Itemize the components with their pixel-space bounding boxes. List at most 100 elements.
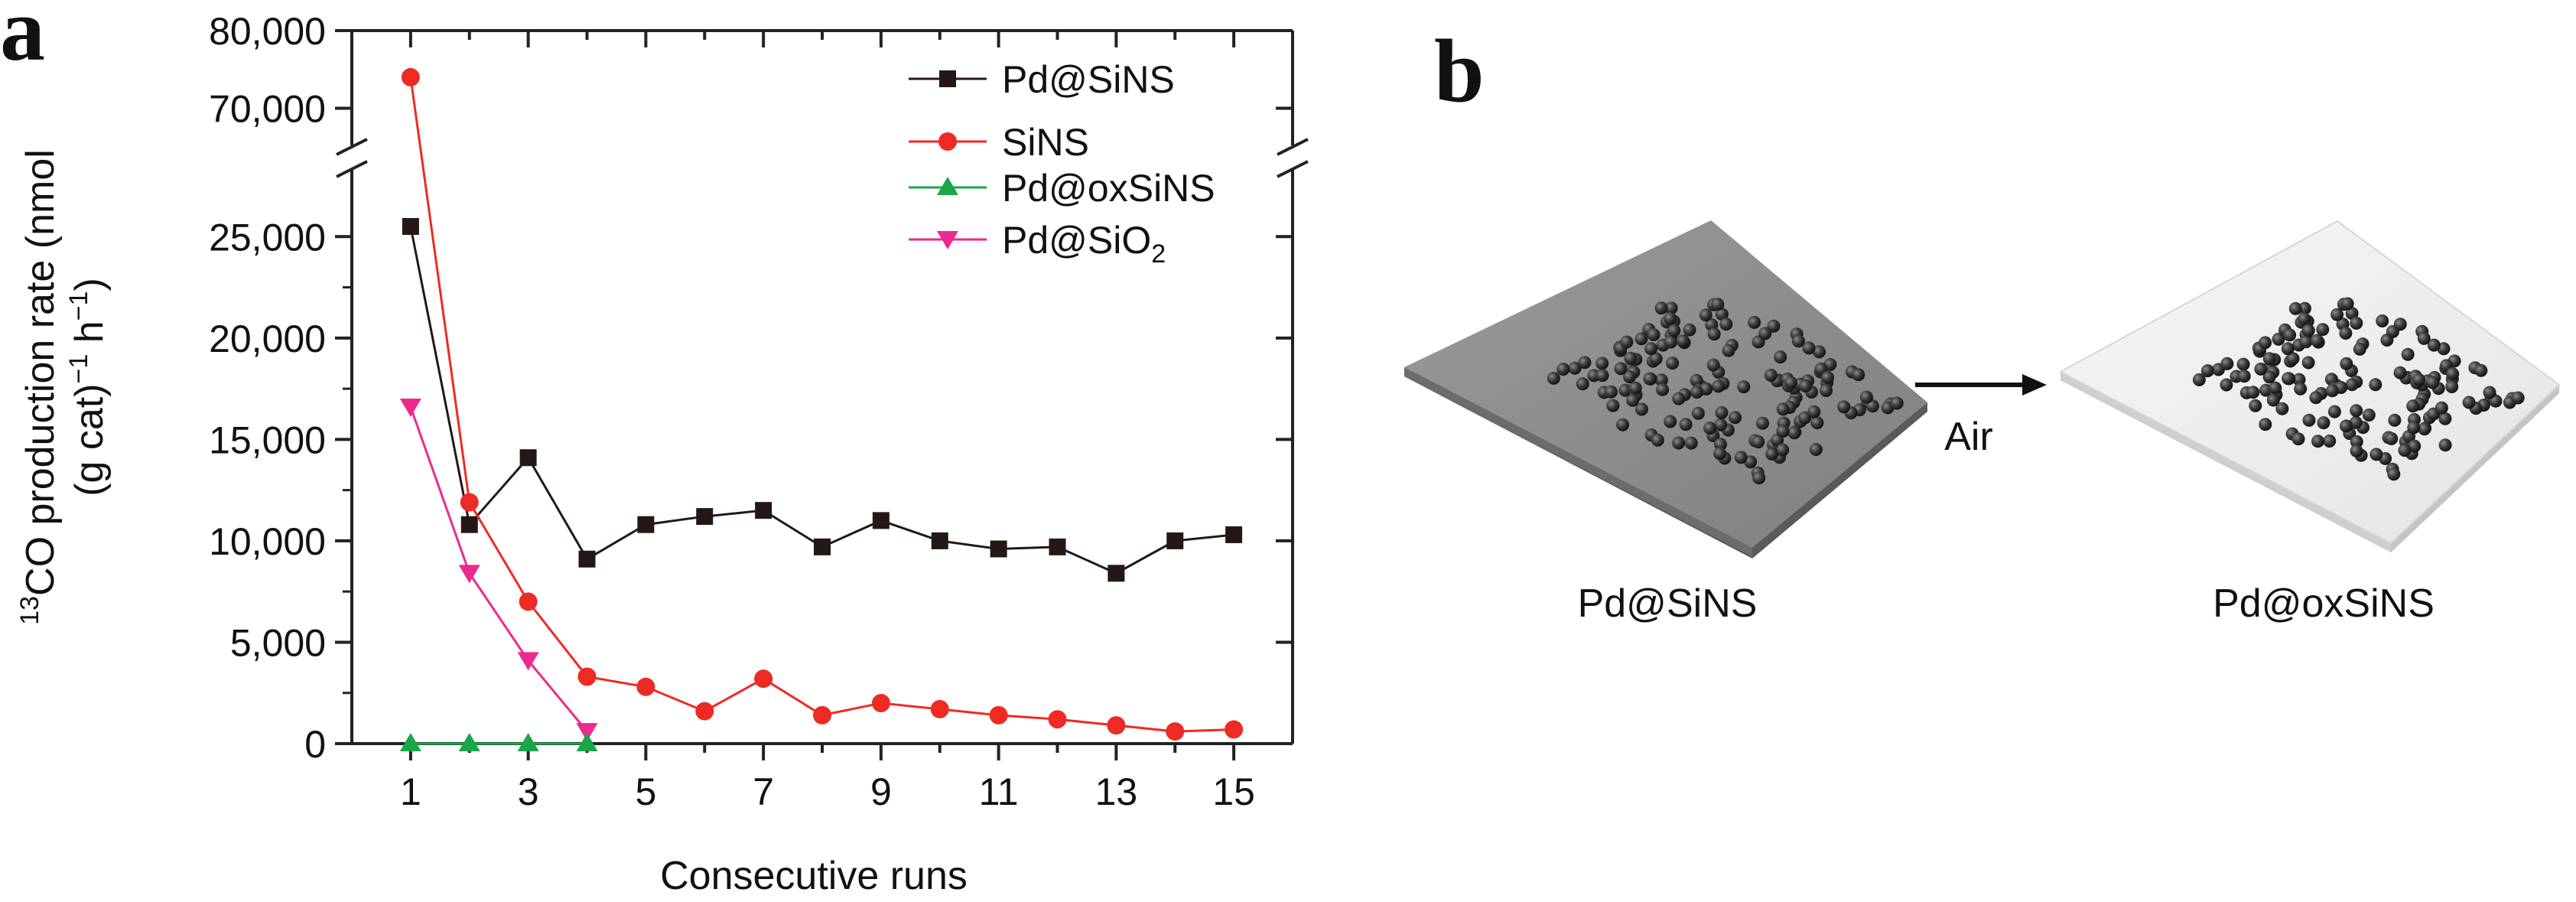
data-point-square bbox=[1225, 526, 1243, 543]
data-point-square bbox=[402, 218, 419, 236]
pd-nanoparticle bbox=[2362, 409, 2376, 422]
pd-nanoparticle bbox=[2427, 338, 2441, 352]
pd-sins-label: Pd@SiNS bbox=[1578, 581, 1758, 626]
pd-nanoparticle bbox=[2281, 342, 2295, 356]
y-axis-title-line2-b: h bbox=[67, 321, 112, 353]
data-point-circle bbox=[1166, 722, 1185, 741]
pd-nanoparticle bbox=[1859, 390, 1873, 404]
pd-sins-sheet-edge bbox=[1404, 367, 1752, 557]
pd-nanoparticle bbox=[2200, 364, 2214, 378]
pd-nanoparticle bbox=[2301, 324, 2315, 337]
pd-nanoparticle bbox=[1707, 327, 1721, 341]
pd-nanoparticle bbox=[2483, 386, 2496, 399]
pd-nanoparticle bbox=[1624, 351, 1638, 365]
y-axis-title-line1: 13CO production rate (nmol bbox=[15, 149, 63, 625]
legend-label-pd-sins: Pd@SiNS bbox=[1002, 58, 1175, 101]
pd-nanoparticle bbox=[2249, 399, 2262, 412]
data-point-square bbox=[519, 449, 537, 467]
pd-oxsins-sheet-edge bbox=[2060, 372, 2391, 552]
pd-nanoparticle bbox=[1664, 335, 1677, 349]
data-point-square bbox=[990, 540, 1007, 558]
pd-nanoparticle bbox=[1679, 418, 1693, 431]
pd-nanoparticle bbox=[2272, 332, 2285, 346]
pd-nanoparticle bbox=[1821, 370, 1834, 384]
pd-nanoparticle bbox=[2192, 373, 2206, 386]
data-point-square bbox=[755, 502, 772, 519]
pd-nanoparticle bbox=[2446, 367, 2460, 381]
pd-nanoparticle bbox=[2236, 357, 2250, 371]
panel-b-letter: b bbox=[1434, 21, 1485, 121]
x-tick-label: 1 bbox=[400, 770, 421, 813]
pd-oxsins-label: Pd@oxSiNS bbox=[2213, 581, 2435, 626]
pd-nanoparticle bbox=[1774, 350, 1787, 364]
pd-nanoparticle bbox=[1809, 443, 1823, 456]
pd-nanoparticle bbox=[2369, 378, 2382, 392]
pd-nanoparticle bbox=[1578, 356, 1592, 370]
pd-nanoparticle bbox=[1628, 381, 1642, 395]
x-tick-label: 3 bbox=[518, 770, 539, 813]
pd-nanoparticle bbox=[1764, 369, 1778, 382]
pd-nanoparticle bbox=[1699, 308, 1712, 322]
pd-nanoparticle bbox=[2388, 413, 2402, 427]
pd-nanoparticle bbox=[1837, 400, 1851, 414]
pd-nanoparticle bbox=[2323, 435, 2337, 448]
pd-nanoparticle bbox=[2369, 448, 2383, 461]
x-axis-title: Consecutive runs bbox=[660, 854, 968, 898]
pd-oxsins-sheet-top bbox=[2058, 220, 2561, 545]
pd-nanoparticles-left bbox=[1547, 298, 1904, 485]
pd-nanoparticle bbox=[1729, 411, 1742, 425]
pd-nanoparticle bbox=[2262, 370, 2276, 384]
pd-oxsins-sheet-edge-right bbox=[2391, 385, 2559, 552]
pd-nanoparticle bbox=[1706, 358, 1720, 372]
data-point-square bbox=[814, 538, 831, 555]
pd-nanoparticle bbox=[1765, 447, 1779, 461]
y-tick-label: 15,000 bbox=[209, 418, 326, 461]
pd-nanoparticle bbox=[2349, 415, 2363, 429]
y-axis-title-line1-text: CO production rate (nmol bbox=[18, 149, 63, 596]
data-point-circle bbox=[930, 699, 949, 718]
pd-nanoparticle bbox=[1813, 345, 1826, 359]
data-point-circle bbox=[695, 702, 714, 721]
pd-nanoparticle bbox=[2286, 352, 2300, 366]
pd-nanoparticle bbox=[2309, 391, 2323, 405]
x-tick-label: 9 bbox=[870, 770, 892, 813]
data-point-triangle-up bbox=[399, 733, 421, 751]
y-axis-title-sup-b: −1 bbox=[64, 291, 93, 321]
y-axis-title: 13CO production rate (nmol (g cat)−1 h−1… bbox=[15, 149, 112, 625]
pd-nanoparticle bbox=[2350, 404, 2363, 418]
pd-nanoparticle bbox=[1623, 370, 1637, 384]
pd-nanoparticle bbox=[1664, 301, 1678, 315]
data-point-circle bbox=[989, 705, 1008, 725]
pd-nanoparticle bbox=[2310, 334, 2324, 347]
pd-nanoparticle bbox=[1798, 411, 1812, 425]
legend: Pd@SiNS SiNS Pd@oxSiNS Pd@SiO2 bbox=[909, 58, 1215, 269]
pd-nanoparticle bbox=[2311, 435, 2324, 448]
pd-nanoparticle bbox=[2350, 444, 2363, 458]
pd-nanoparticle bbox=[2474, 363, 2488, 377]
pd-nanoparticle bbox=[2340, 419, 2353, 433]
pd-oxsins-sheet bbox=[2058, 220, 2561, 552]
pd-nanoparticle bbox=[1656, 383, 1670, 396]
pd-nanoparticle bbox=[2299, 335, 2313, 349]
pd-nanoparticle bbox=[2345, 378, 2359, 392]
pd-nanoparticle bbox=[1712, 379, 1725, 393]
pd-nanoparticle bbox=[2302, 413, 2316, 427]
pd-nanoparticle bbox=[2316, 323, 2330, 337]
data-point-square bbox=[578, 550, 596, 568]
pd-nanoparticle bbox=[2417, 331, 2431, 345]
pd-nanoparticle bbox=[1714, 438, 1727, 451]
pd-nanoparticle bbox=[1676, 334, 1690, 348]
y-tick-label: 10,000 bbox=[209, 520, 326, 563]
data-point-triangle-up bbox=[576, 733, 598, 751]
data-point-square bbox=[637, 516, 655, 533]
pd-nanoparticle bbox=[2376, 314, 2389, 327]
y-axis-title-sup-13: 13 bbox=[15, 596, 44, 625]
pd-nanoparticle bbox=[2291, 432, 2305, 446]
pd-nanoparticle bbox=[2262, 352, 2276, 366]
pd-nanoparticle bbox=[1626, 393, 1640, 407]
pd-nanoparticle bbox=[1651, 433, 1664, 447]
legend-label-sins: SiNS bbox=[1002, 121, 1089, 164]
pd-nanoparticle bbox=[2294, 382, 2308, 396]
pd-nanoparticle bbox=[2330, 308, 2344, 321]
legend-label-pd-sio2-base: Pd@SiO bbox=[1002, 219, 1151, 262]
